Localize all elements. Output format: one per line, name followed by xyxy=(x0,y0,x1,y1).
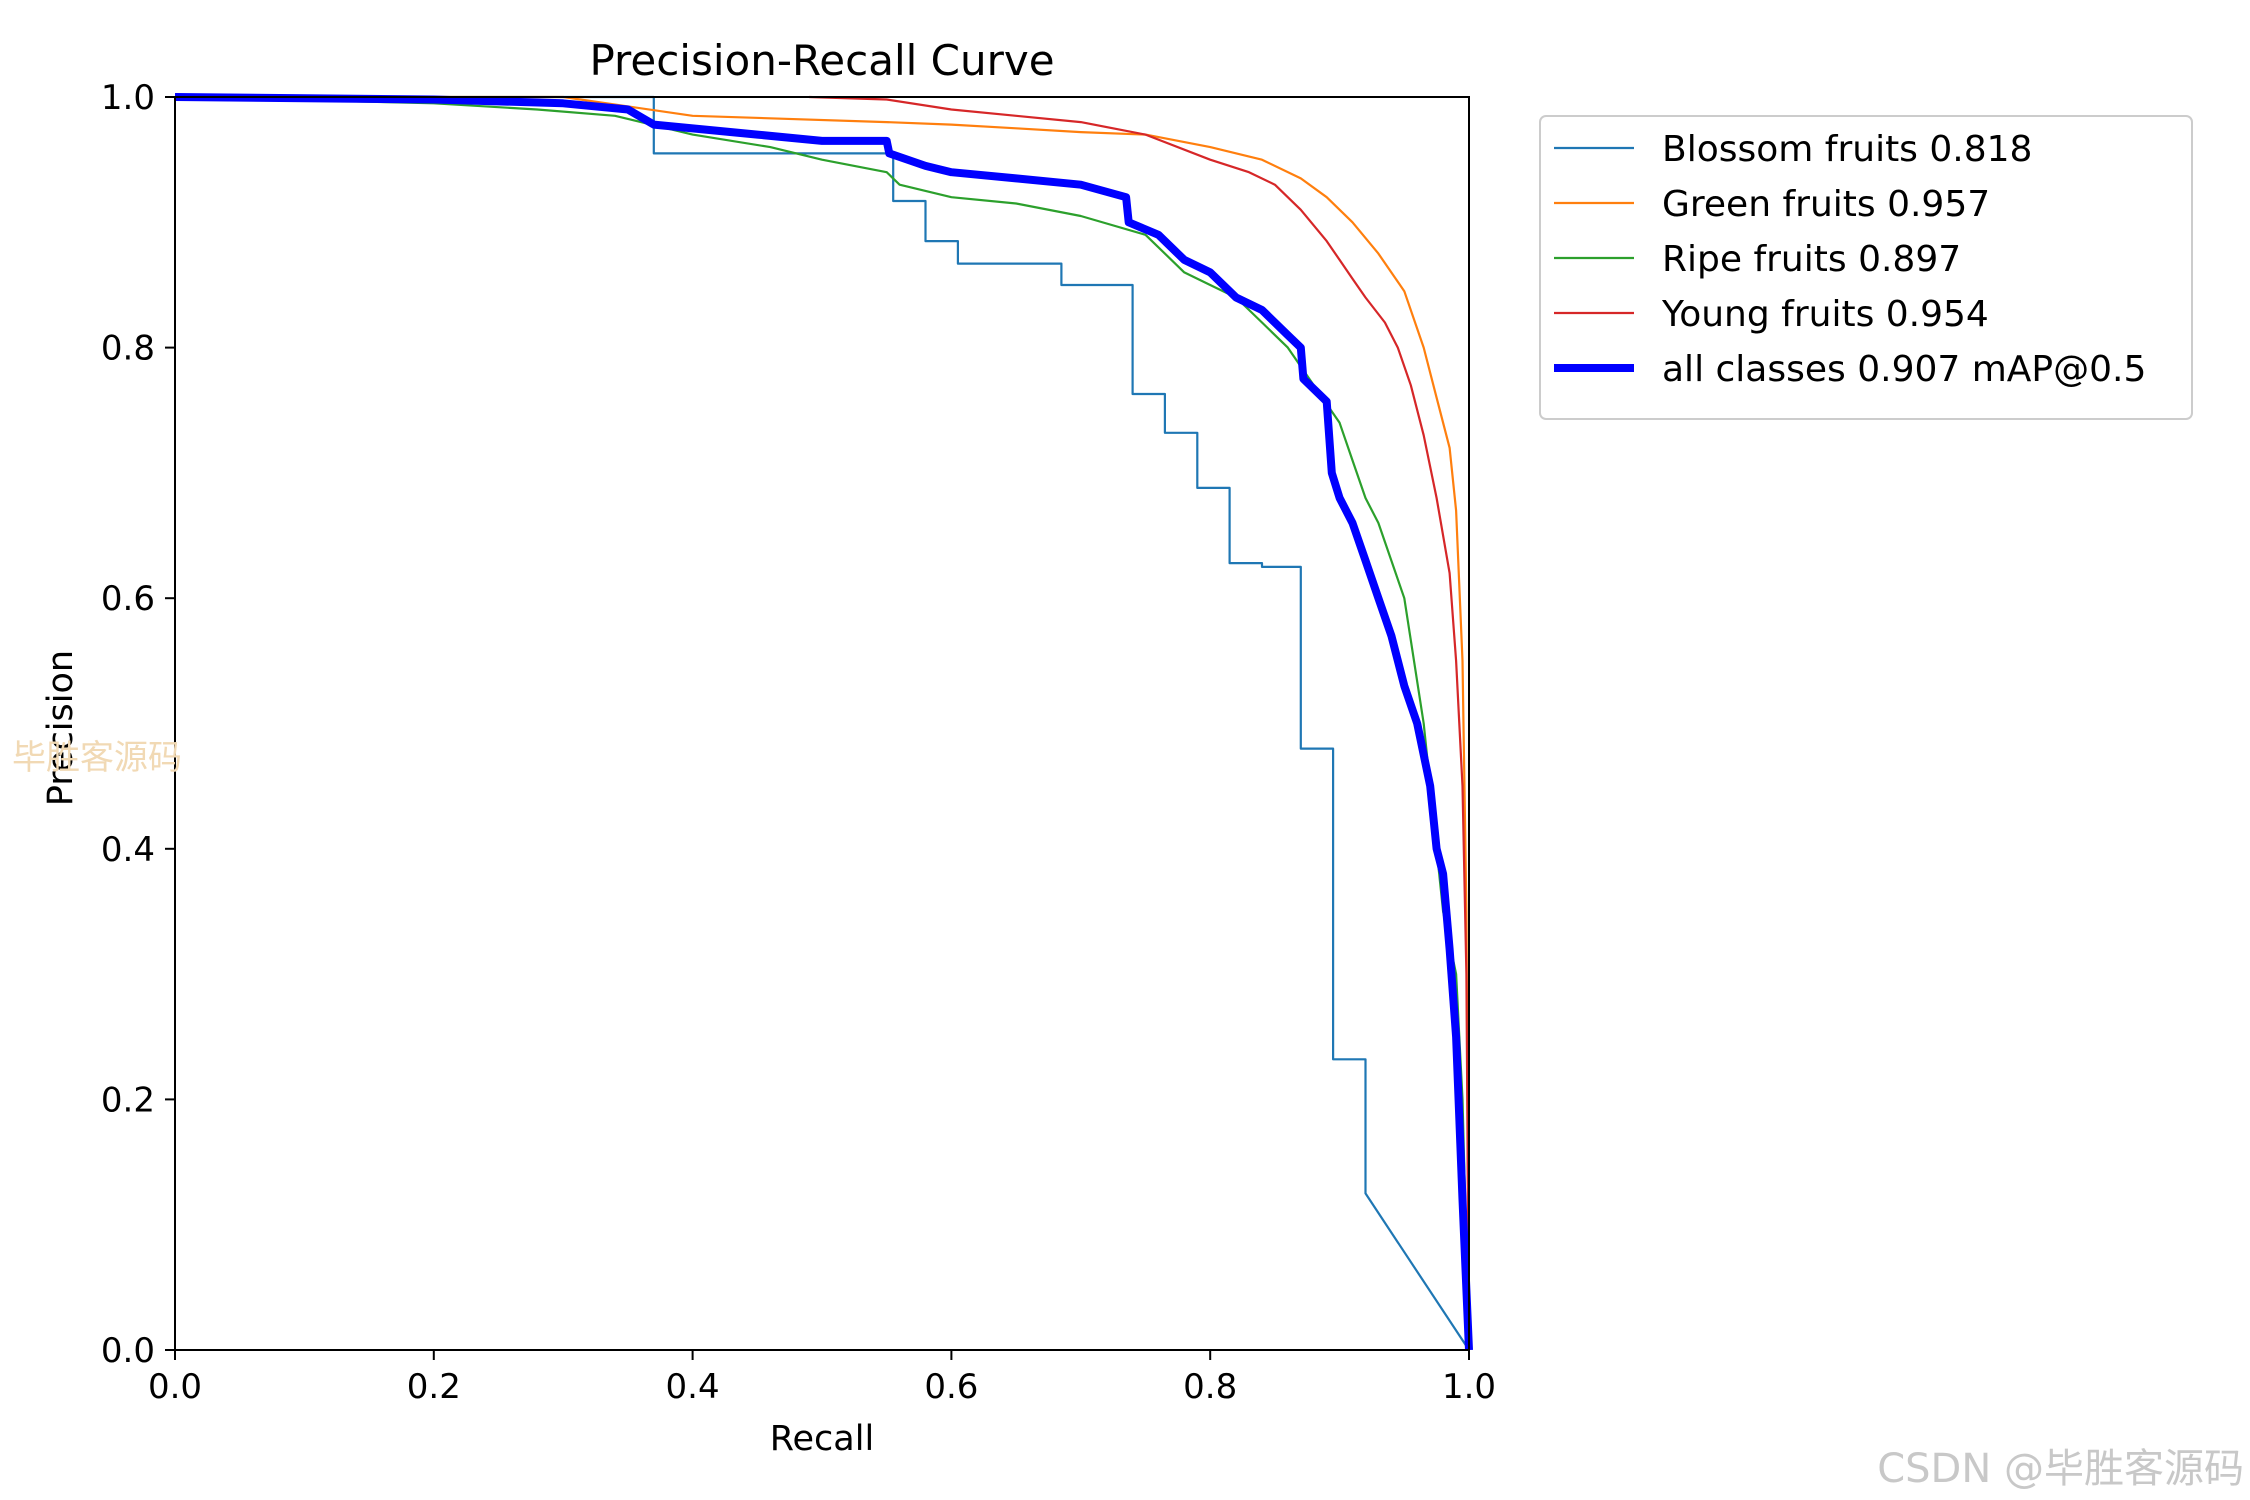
legend: Blossom fruits 0.818 Green fruits 0.957 Ri… xyxy=(1539,115,2193,420)
series-line-all-classes xyxy=(174,93,1473,1351)
y-axis-ticks: 0.0 0.2 0.4 0.6 0.8 1.0 xyxy=(101,78,175,1371)
x-tick-label: 0.2 xyxy=(407,1367,461,1407)
x-tick-label: 0.0 xyxy=(148,1367,202,1407)
chart-title: Precision-Recall Curve xyxy=(589,36,1054,85)
x-tick-label: 1.0 xyxy=(1442,1367,1496,1407)
legend-label: Young fruits 0.954 xyxy=(1661,294,1989,335)
y-tick-label: 0.8 xyxy=(101,329,155,369)
x-axis-label: Recall xyxy=(770,1419,874,1459)
series-layer xyxy=(174,93,1473,1351)
y-axis-label: Precision xyxy=(41,650,81,806)
legend-label: all classes 0.907 mAP@0.5 xyxy=(1662,349,2146,390)
legend-label: Blossom fruits 0.818 xyxy=(1662,129,2032,170)
x-tick-label: 0.4 xyxy=(666,1367,720,1407)
series-line-ripe-fruits xyxy=(174,95,1471,1351)
x-tick-label: 0.8 xyxy=(1183,1367,1237,1407)
watermark-left: 毕胜客源码 xyxy=(12,738,182,778)
x-tick-label: 0.6 xyxy=(924,1367,978,1407)
y-tick-label: 0.4 xyxy=(101,830,155,870)
legend-label: Green fruits 0.957 xyxy=(1662,184,1990,225)
legend-box xyxy=(1539,115,2193,420)
legend-label: Ripe fruits 0.897 xyxy=(1662,239,1961,280)
y-tick-label: 0.0 xyxy=(101,1331,155,1371)
y-tick-label: 0.6 xyxy=(101,579,155,619)
y-tick-label: 0.2 xyxy=(101,1080,155,1120)
y-tick-label: 1.0 xyxy=(101,78,155,118)
plot-frame xyxy=(174,96,1470,1351)
x-axis-ticks: 0.0 0.2 0.4 0.6 0.8 1.0 xyxy=(148,1350,1496,1407)
series-line-young-fruits xyxy=(809,95,1471,1351)
series-line-green-fruits xyxy=(175,95,1471,1351)
watermark-corner: CSDN @毕胜客源码 xyxy=(1877,1446,2244,1492)
